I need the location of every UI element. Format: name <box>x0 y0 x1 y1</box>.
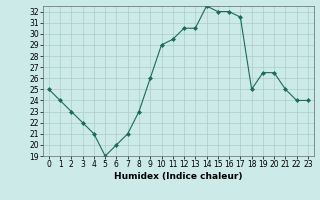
X-axis label: Humidex (Indice chaleur): Humidex (Indice chaleur) <box>114 172 243 181</box>
